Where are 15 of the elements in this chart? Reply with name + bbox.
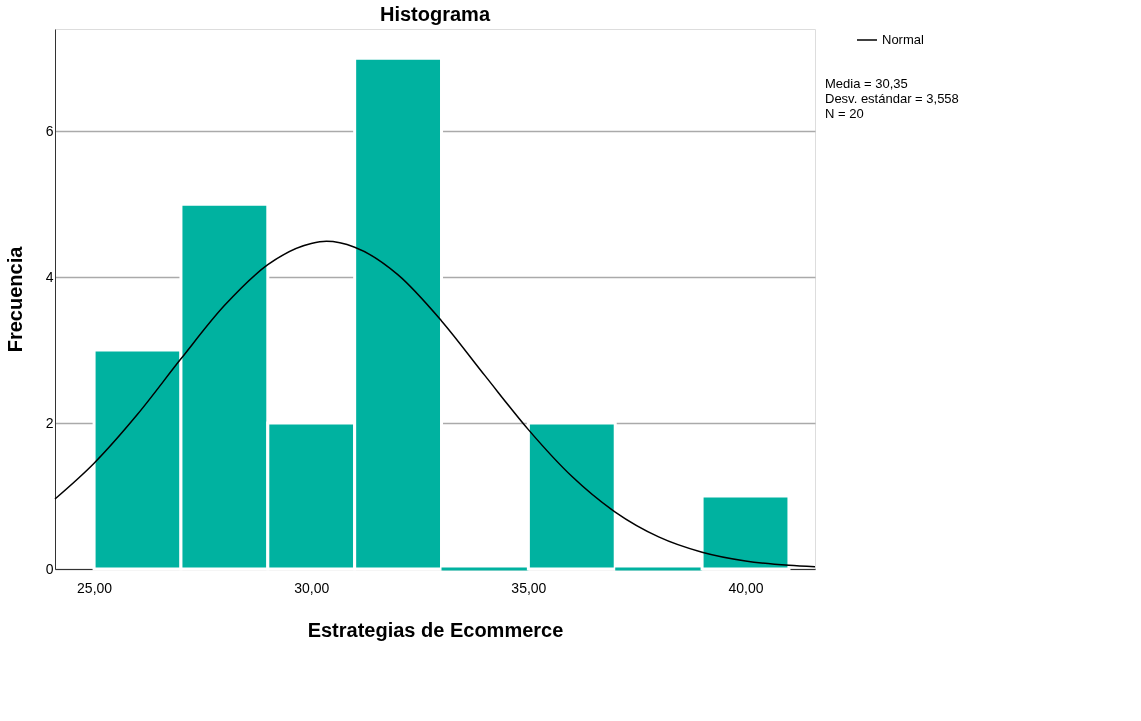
legend-label: Normal bbox=[882, 32, 925, 47]
x-tick-label: 35,00 bbox=[511, 579, 547, 596]
x-tick-label: 30,00 bbox=[294, 579, 330, 596]
chart-title: Histograma bbox=[379, 3, 491, 25]
y-tick-label: 6 bbox=[45, 122, 54, 139]
y-axis-title: Frecuencia bbox=[3, 245, 26, 353]
text: N = 20 bbox=[825, 106, 864, 121]
text: Media = 30,35 bbox=[825, 76, 908, 91]
x-tick-label: 25,00 bbox=[77, 579, 113, 596]
y-tick-label: 2 bbox=[45, 414, 54, 431]
y-tick-label: 0 bbox=[45, 560, 54, 577]
y-tick-label: 4 bbox=[45, 268, 54, 285]
x-tick-label: 40,00 bbox=[728, 579, 764, 596]
x-axis-title: Estrategias de Ecommerce bbox=[307, 618, 564, 641]
text: Desv. estándar = 3,558 bbox=[825, 91, 959, 106]
